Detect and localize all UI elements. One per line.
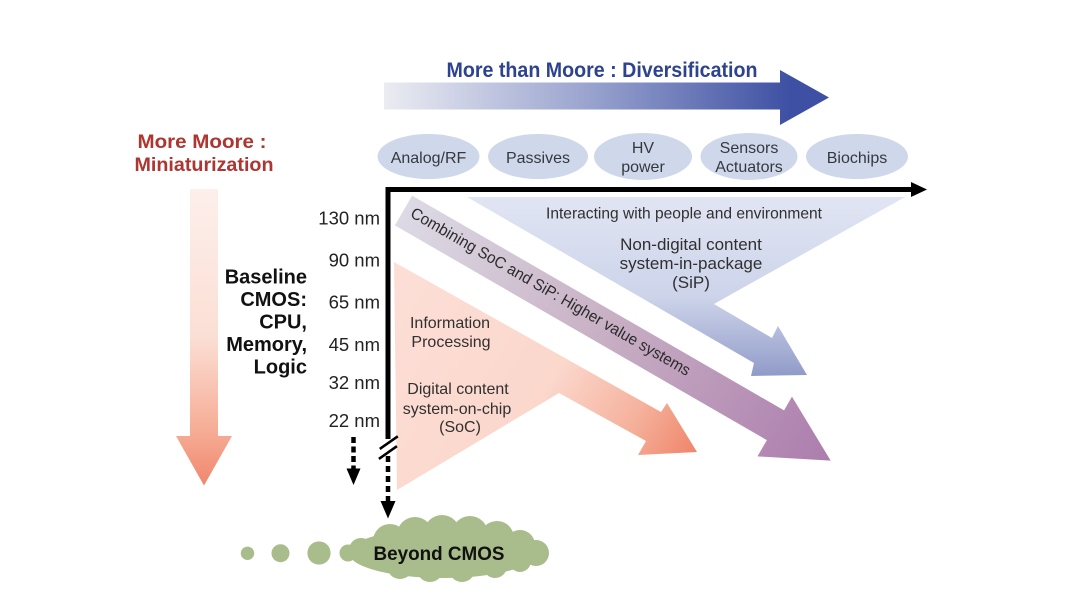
svg-text:power: power [621, 159, 665, 176]
svg-text:Miniaturization: Miniaturization [135, 155, 274, 176]
svg-text:Non-digital content: Non-digital content [620, 235, 762, 254]
svg-text:Memory,: Memory, [226, 334, 307, 356]
svg-text:65 nm: 65 nm [329, 292, 380, 313]
svg-text:(SoC): (SoC) [439, 419, 481, 436]
svg-text:Analog/RF: Analog/RF [391, 150, 467, 167]
svg-text:CPU,: CPU, [259, 312, 307, 334]
svg-text:45 nm: 45 nm [329, 334, 380, 355]
svg-text:32 nm: 32 nm [329, 372, 380, 393]
svg-text:HV: HV [632, 140, 655, 157]
svg-text:Interacting with people and en: Interacting with people and environment [546, 206, 823, 223]
svg-text:CMOS:: CMOS: [240, 289, 307, 311]
svg-text:Baseline: Baseline [225, 267, 307, 289]
svg-text:Passives: Passives [506, 150, 570, 167]
svg-text:(SiP): (SiP) [672, 273, 710, 292]
svg-text:system-in-package: system-in-package [620, 254, 763, 273]
svg-text:system-on-chip: system-on-chip [403, 401, 512, 418]
svg-text:More than Moore : Diversificat: More than Moore : Diversification [447, 59, 758, 82]
svg-text:Digital content: Digital content [407, 381, 509, 398]
svg-text:Processing: Processing [411, 334, 490, 351]
svg-text:Information: Information [410, 315, 490, 332]
svg-text:130 nm: 130 nm [318, 208, 380, 229]
svg-text:Beyond CMOS: Beyond CMOS [374, 543, 505, 565]
svg-text:Logic: Logic [254, 357, 307, 379]
svg-text:22 nm: 22 nm [329, 410, 380, 431]
svg-text:More Moore :: More Moore : [138, 132, 267, 153]
svg-text:Sensors: Sensors [720, 140, 779, 157]
svg-text:Actuators: Actuators [715, 159, 783, 176]
svg-text:Biochips: Biochips [827, 150, 887, 167]
svg-text:90 nm: 90 nm [329, 250, 380, 271]
